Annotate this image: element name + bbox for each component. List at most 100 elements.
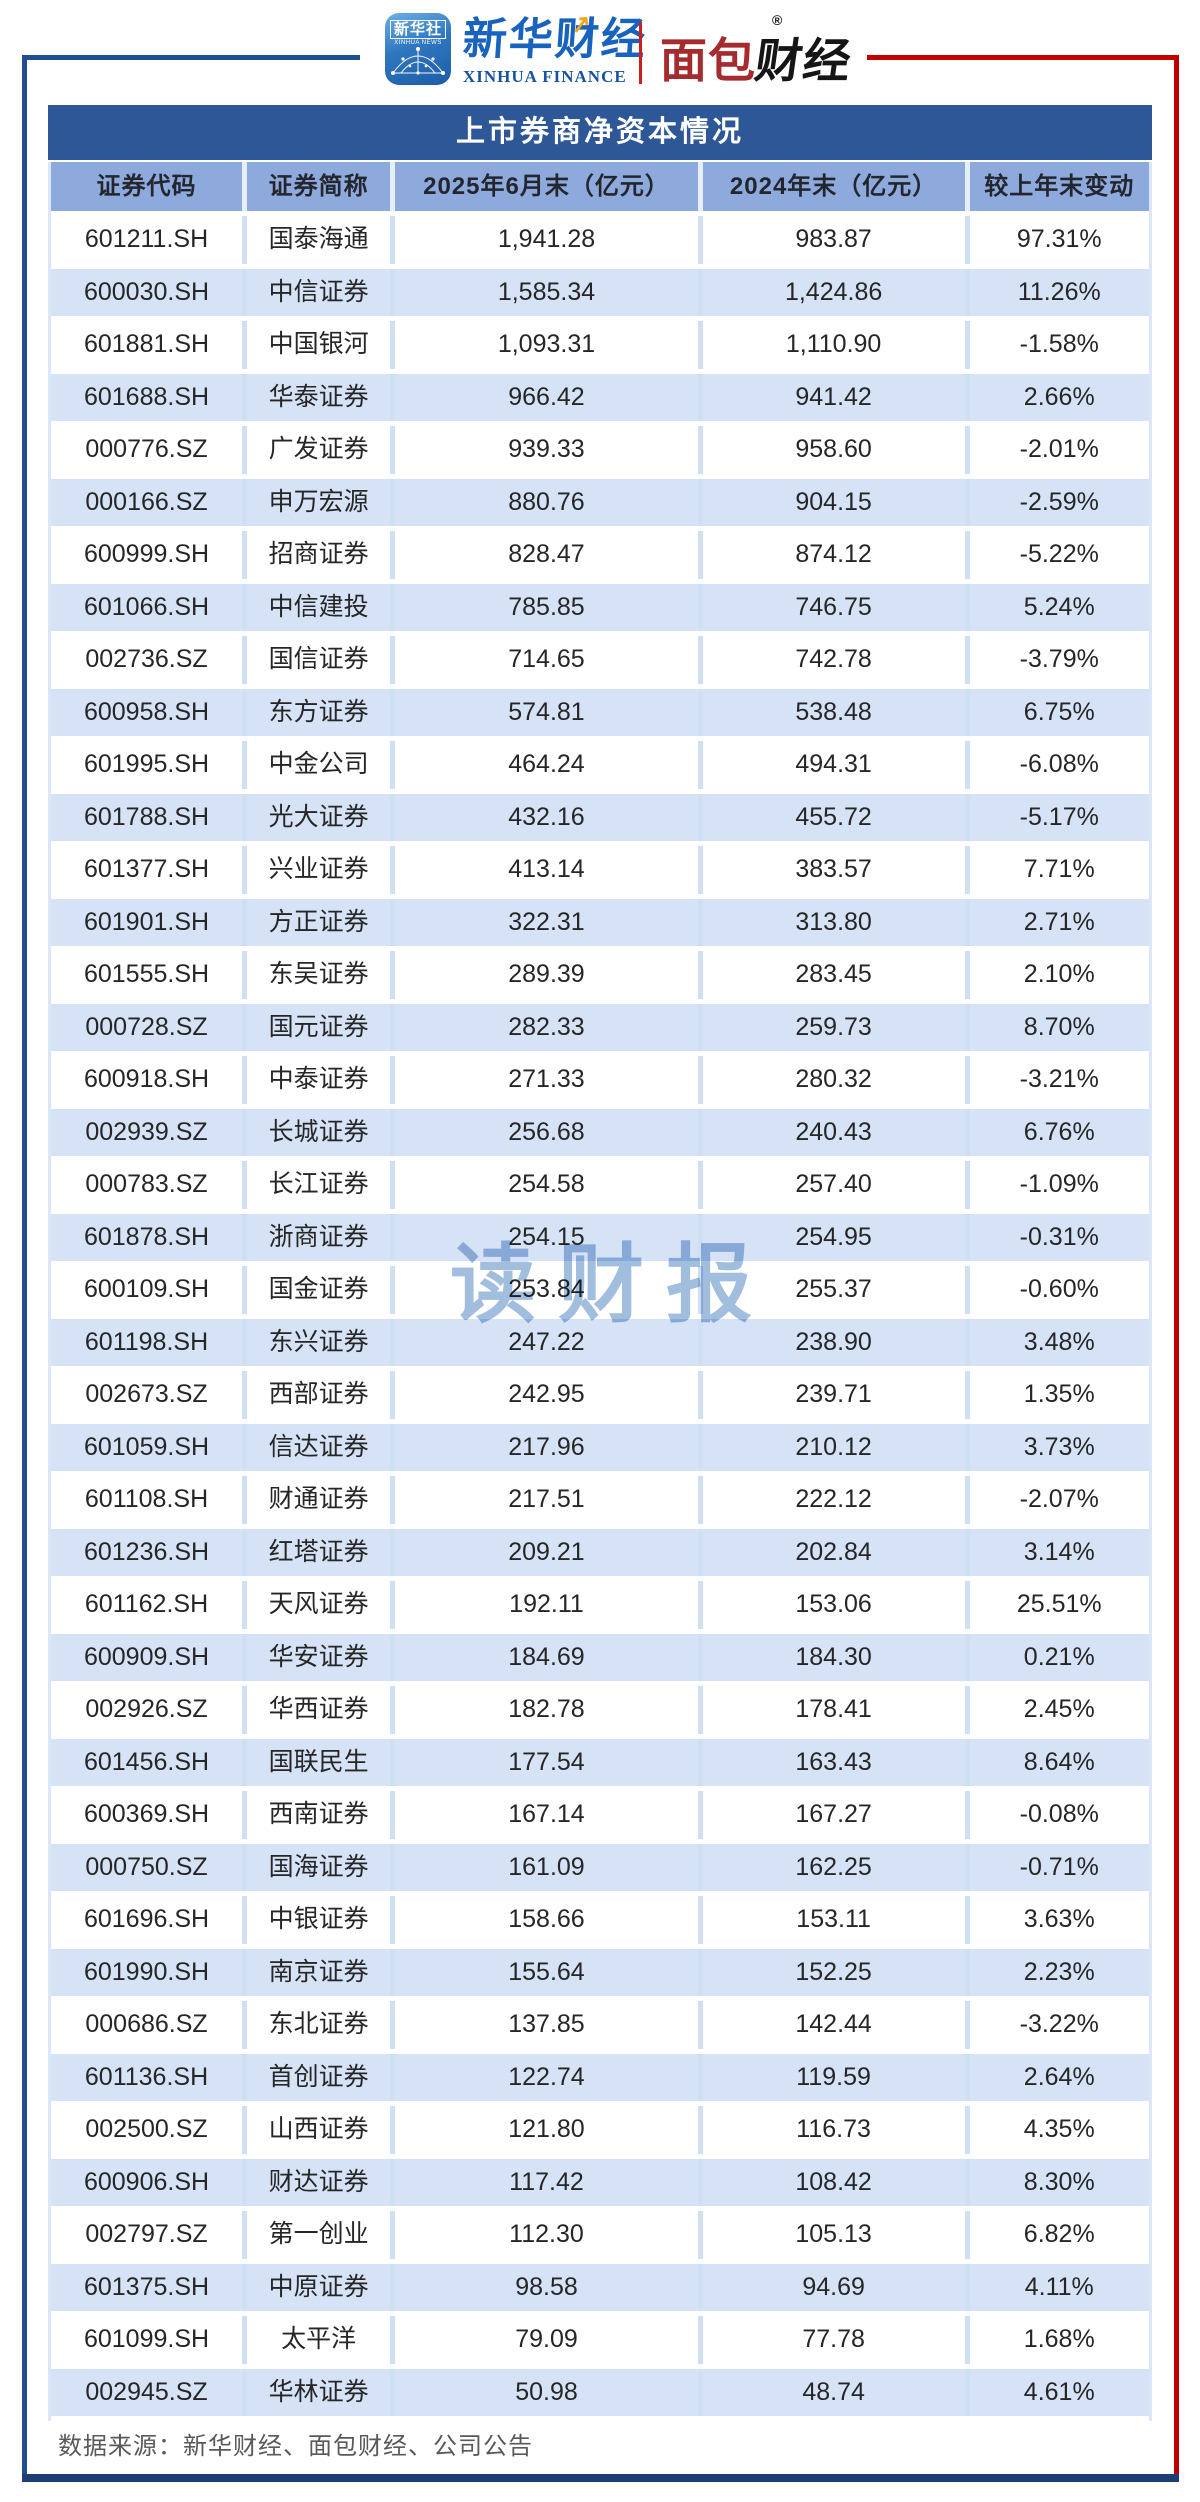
cell-2025-value: 242.95 — [390, 1371, 697, 1419]
cell-change: 6.75% — [964, 688, 1149, 736]
cell-2024-value: 313.80 — [697, 898, 965, 946]
cell-name: 中信证券 — [242, 268, 390, 316]
cell-name: 国联民生 — [242, 1738, 390, 1786]
cell-change: -2.01% — [964, 426, 1149, 474]
cell-name: 华安证券 — [242, 1633, 390, 1681]
table-title: 上市券商净资本情况 — [48, 105, 1152, 160]
cell-2025-value: 98.58 — [390, 2263, 697, 2311]
watermark: 读财报 — [450, 1237, 774, 1333]
cell-2024-value: 94.69 — [697, 2263, 965, 2311]
table-row: 601198.SH 东兴证券 247.22 238.90 3.48% — [51, 1318, 1149, 1371]
table-row: 002945.SZ 华林证券 50.98 48.74 4.61% — [51, 2368, 1149, 2421]
cell-2025-value: 121.80 — [390, 2106, 697, 2154]
cell-2024-value: 255.37 — [697, 1266, 965, 1314]
cell-2024-value: 941.42 — [697, 373, 965, 421]
col-header-2024: 2024年末（亿元） — [697, 162, 965, 211]
cell-name: 中原证券 — [242, 2263, 390, 2311]
cell-2024-value: 108.42 — [697, 2158, 965, 2206]
cell-code: 600999.SH — [83, 540, 210, 568]
cell-change: 3.14% — [964, 1528, 1149, 1576]
cell-name: 财通证券 — [242, 1476, 390, 1524]
net-capital-table: 上市券商净资本情况 证券代码 证券简称 2025年6月末（亿元） 2024年末（… — [48, 105, 1152, 2421]
cell-code: 601696.SH — [83, 1905, 210, 1933]
table-row: 601059.SH 信达证券 217.96 210.12 3.73% — [51, 1423, 1149, 1476]
cell-change: -0.08% — [964, 1791, 1149, 1839]
table-row: 601456.SH 国联民生 177.54 163.43 8.64% — [51, 1738, 1149, 1791]
cell-change: 2.45% — [964, 1686, 1149, 1734]
cell-change: -6.08% — [964, 741, 1149, 789]
col-header-code: 证券代码 — [96, 173, 197, 200]
cell-2024-value: 742.78 — [697, 636, 965, 684]
cell-2024-value: 1,424.86 — [697, 268, 965, 316]
cell-2025-value: 256.68 — [390, 1108, 697, 1156]
cell-change: 2.66% — [964, 373, 1149, 421]
cell-name: 华泰证券 — [242, 373, 390, 421]
table-header-row: 证券代码 证券简称 2025年6月末（亿元） 2024年末（亿元） 较上年末变动 — [51, 162, 1149, 216]
cell-change: -3.79% — [964, 636, 1149, 684]
table-row: 601066.SH 中信建投 785.85 746.75 5.24% — [51, 583, 1149, 636]
cell-name: 西南证券 — [242, 1791, 390, 1839]
cell-change: -5.22% — [964, 531, 1149, 579]
frame-right-border — [1174, 55, 1179, 2482]
table-row: 600369.SH 西南证券 167.14 167.27 -0.08% — [51, 1791, 1149, 1844]
table-row: 002673.SZ 西部证券 242.95 239.71 1.35% — [51, 1371, 1149, 1424]
cell-code: 002797.SZ — [85, 2220, 208, 2248]
table-row: 002926.SZ 华西证券 182.78 178.41 2.45% — [51, 1686, 1149, 1739]
cell-change: 8.70% — [964, 1003, 1149, 1051]
table-row: 000783.SZ 长江证券 254.58 257.40 -1.09% — [51, 1161, 1149, 1214]
cell-name: 红塔证券 — [242, 1528, 390, 1576]
cell-change: 7.71% — [964, 846, 1149, 894]
cell-2025-value: 1,093.31 — [390, 321, 697, 369]
cell-change: 3.63% — [964, 1896, 1149, 1944]
cell-2024-value: 904.15 — [697, 478, 965, 526]
table-row: 600958.SH 东方证券 574.81 538.48 6.75% — [51, 688, 1149, 741]
cell-change: -1.58% — [964, 321, 1149, 369]
table-row: 601555.SH 东吴证券 289.39 283.45 2.10% — [51, 951, 1149, 1004]
cell-change: 2.23% — [964, 1948, 1149, 1996]
cell-2025-value: 167.14 — [390, 1791, 697, 1839]
cell-change: 8.30% — [964, 2158, 1149, 2206]
cell-2025-value: 1,585.34 — [390, 268, 697, 316]
cell-2025-value: 254.58 — [390, 1161, 697, 1209]
frame-top-red-line — [867, 55, 1179, 60]
cell-name: 东北证券 — [242, 2001, 390, 2049]
cell-2025-value: 322.31 — [390, 898, 697, 946]
cell-name: 长江证券 — [242, 1161, 390, 1209]
cell-2025-value: 828.47 — [390, 531, 697, 579]
cell-code: 601881.SH — [83, 330, 210, 358]
cell-2024-value: 958.60 — [697, 426, 965, 474]
cell-name: 天风证券 — [242, 1581, 390, 1629]
table-row: 601211.SH 国泰海通 1,941.28 983.87 97.31% — [51, 216, 1149, 269]
cell-2024-value: 222.12 — [697, 1476, 965, 1524]
table-row: 601162.SH 天风证券 192.11 153.06 25.51% — [51, 1581, 1149, 1634]
cell-change: -3.21% — [964, 1056, 1149, 1104]
cell-name: 东方证券 — [242, 688, 390, 736]
cell-code: 601788.SH — [83, 802, 210, 831]
cell-name: 西部证券 — [242, 1371, 390, 1419]
cell-name: 山西证券 — [242, 2106, 390, 2154]
cell-2024-value: 259.73 — [697, 1003, 965, 1051]
table-row: 601236.SH 红塔证券 209.21 202.84 3.14% — [51, 1528, 1149, 1581]
cell-name: 华林证券 — [242, 2368, 390, 2416]
cell-name: 中泰证券 — [242, 1056, 390, 1104]
cell-change: -3.22% — [964, 2001, 1149, 2049]
cell-name: 中信建投 — [242, 583, 390, 631]
cell-2024-value: 152.25 — [697, 1948, 965, 1996]
cell-name: 国金证券 — [242, 1266, 390, 1314]
data-source-note: 数据来源：新华财经、面包财经、公司公告 — [58, 2433, 533, 2460]
cell-code: 601456.SH — [83, 1747, 210, 1776]
cell-code: 002736.SZ — [85, 645, 208, 673]
table-row: 600909.SH 华安证券 184.69 184.30 0.21% — [51, 1633, 1149, 1686]
cell-change: 1.68% — [964, 2316, 1149, 2364]
cell-2024-value: 48.74 — [697, 2368, 965, 2416]
cell-name: 光大证券 — [242, 793, 390, 841]
cell-change: 2.64% — [964, 2053, 1149, 2101]
cell-2025-value: 880.76 — [390, 478, 697, 526]
xinhua-finance-en: XINHUA FINANCE — [463, 67, 627, 86]
table-row: 601696.SH 中银证券 158.66 153.11 3.63% — [51, 1896, 1149, 1949]
cell-code: 601995.SH — [83, 750, 210, 778]
cell-2024-value: 254.95 — [697, 1213, 965, 1261]
cell-change: -0.31% — [964, 1213, 1149, 1261]
cell-2024-value: 283.45 — [697, 951, 965, 999]
